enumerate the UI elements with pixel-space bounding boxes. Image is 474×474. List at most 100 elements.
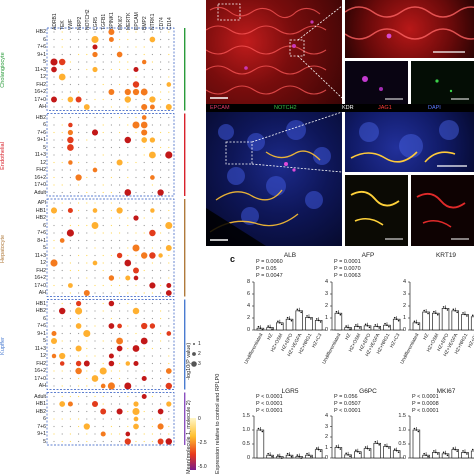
bar-y-axis-label: Expression relative to control and RPLP0: [215, 373, 221, 474]
dot-mark: [69, 370, 71, 372]
dot-mark: [61, 191, 63, 194]
dot-mark: [86, 377, 88, 380]
dot-mark: [165, 104, 172, 110]
dot-mark: [165, 245, 172, 251]
dot-mark: [102, 161, 104, 164]
dot-mark: [53, 116, 55, 119]
dot-mark: [110, 131, 112, 134]
dot-mark: [116, 408, 123, 415]
dot-mark: [151, 370, 153, 372]
replicate-dot: [339, 313, 342, 316]
dot-mark: [151, 76, 153, 78]
dot-mark: [151, 239, 153, 242]
dot-mark: [67, 136, 74, 144]
dot-mark: [160, 31, 162, 33]
p-value-annotation: P = 0.0047: [256, 273, 283, 279]
dot-mark: [94, 176, 96, 179]
dot-mark: [102, 310, 104, 312]
dot-mark: [58, 307, 66, 315]
dot-mark: [110, 116, 112, 119]
dot-mark: [78, 169, 80, 171]
dot-mark: [86, 317, 88, 320]
dot-mark: [149, 252, 156, 259]
y-tick-label: 1: [324, 444, 328, 451]
dot-mark: [110, 83, 112, 86]
dot-mark: [86, 124, 88, 126]
row-label: 11+3: [34, 152, 46, 158]
dot-mark: [94, 395, 96, 398]
dot-mark: [119, 317, 121, 320]
y-tick-label: 0: [324, 455, 328, 461]
dot-mark: [86, 302, 88, 305]
dot-mark: [119, 377, 121, 380]
replicate-dot: [296, 454, 299, 456]
group-color-bar: [184, 199, 186, 297]
dot-mark: [53, 76, 55, 78]
dot-mark: [160, 184, 162, 186]
dot-mark: [143, 277, 145, 279]
dot-mark: [119, 176, 121, 179]
p-value-annotation: P < 0.0001: [256, 401, 283, 407]
dot-mark: [102, 355, 104, 357]
dot-mark: [61, 262, 63, 264]
dot-mark: [53, 239, 55, 242]
dot-mark: [94, 124, 96, 126]
dot-mark: [53, 254, 55, 257]
dot-mark: [143, 262, 145, 264]
dot-mark: [143, 247, 145, 249]
dot-mark: [160, 224, 162, 227]
dot-mark: [86, 410, 88, 413]
dot-mark: [102, 302, 104, 305]
replicate-dot: [259, 327, 262, 329]
dot-mark: [110, 395, 112, 398]
dot-mark: [168, 239, 170, 242]
bar-chart-g6pc: G6PC P = 0.056 P = 0.0507 P < 0.0001 0 1 2 3 4: [325, 388, 406, 461]
dot-mark: [53, 302, 55, 305]
micrograph-top-small-2: [411, 61, 474, 104]
dot-mark: [119, 124, 121, 126]
dot-mark: [119, 310, 121, 312]
replicate-dot: [395, 318, 398, 320]
dot-mark: [110, 176, 112, 179]
dot-mark: [135, 377, 137, 380]
replicate-dot: [423, 452, 425, 455]
dot-mark: [102, 91, 104, 93]
dot-mark: [83, 423, 90, 430]
dot-mark: [53, 433, 55, 435]
replicate-dot: [347, 454, 349, 456]
bar-chart-lgr5: LGR5 P < 0.0001 P < 0.0001 P < 0.0001 0 0.5 1.…: [242, 388, 328, 461]
dot-mark: [61, 370, 63, 372]
dot-mark: [102, 191, 104, 194]
dot-mark: [160, 106, 162, 108]
dot-mark: [53, 347, 55, 350]
dot-mark: [160, 76, 162, 78]
replicate-dot: [358, 327, 361, 329]
dot-mark: [86, 176, 88, 179]
dot-mark: [127, 161, 129, 164]
dot-mark: [119, 131, 121, 134]
y-tick-label: 1.5: [242, 413, 250, 419]
dot-mark: [151, 347, 153, 350]
dot-mark: [151, 169, 153, 171]
replicate-dot: [269, 454, 271, 456]
dot-mark: [53, 169, 55, 171]
dot-mark: [86, 209, 88, 212]
dot-mark: [151, 362, 153, 365]
dot-mark: [124, 136, 132, 144]
dot-mark: [102, 98, 104, 101]
row-label: 12: [40, 353, 46, 359]
dot-mark: [61, 46, 63, 48]
dot-mark: [143, 302, 145, 305]
dot-mark: [143, 224, 145, 227]
dot-mark: [160, 262, 162, 264]
dot-mark: [127, 31, 129, 33]
dot-mark: [61, 38, 63, 41]
dot-mark: [151, 131, 153, 134]
dot-mark: [168, 217, 170, 219]
dot-mark: [151, 418, 153, 420]
bar-chart-krt19: KRT19 0 1 2 3 4 Undifferentiated HZ HZ+OSM HZ+EPO…: [401, 252, 474, 365]
dot-mark: [135, 38, 137, 41]
bar: [334, 312, 343, 331]
dot-mark: [68, 122, 73, 128]
dot-mark: [102, 269, 104, 272]
